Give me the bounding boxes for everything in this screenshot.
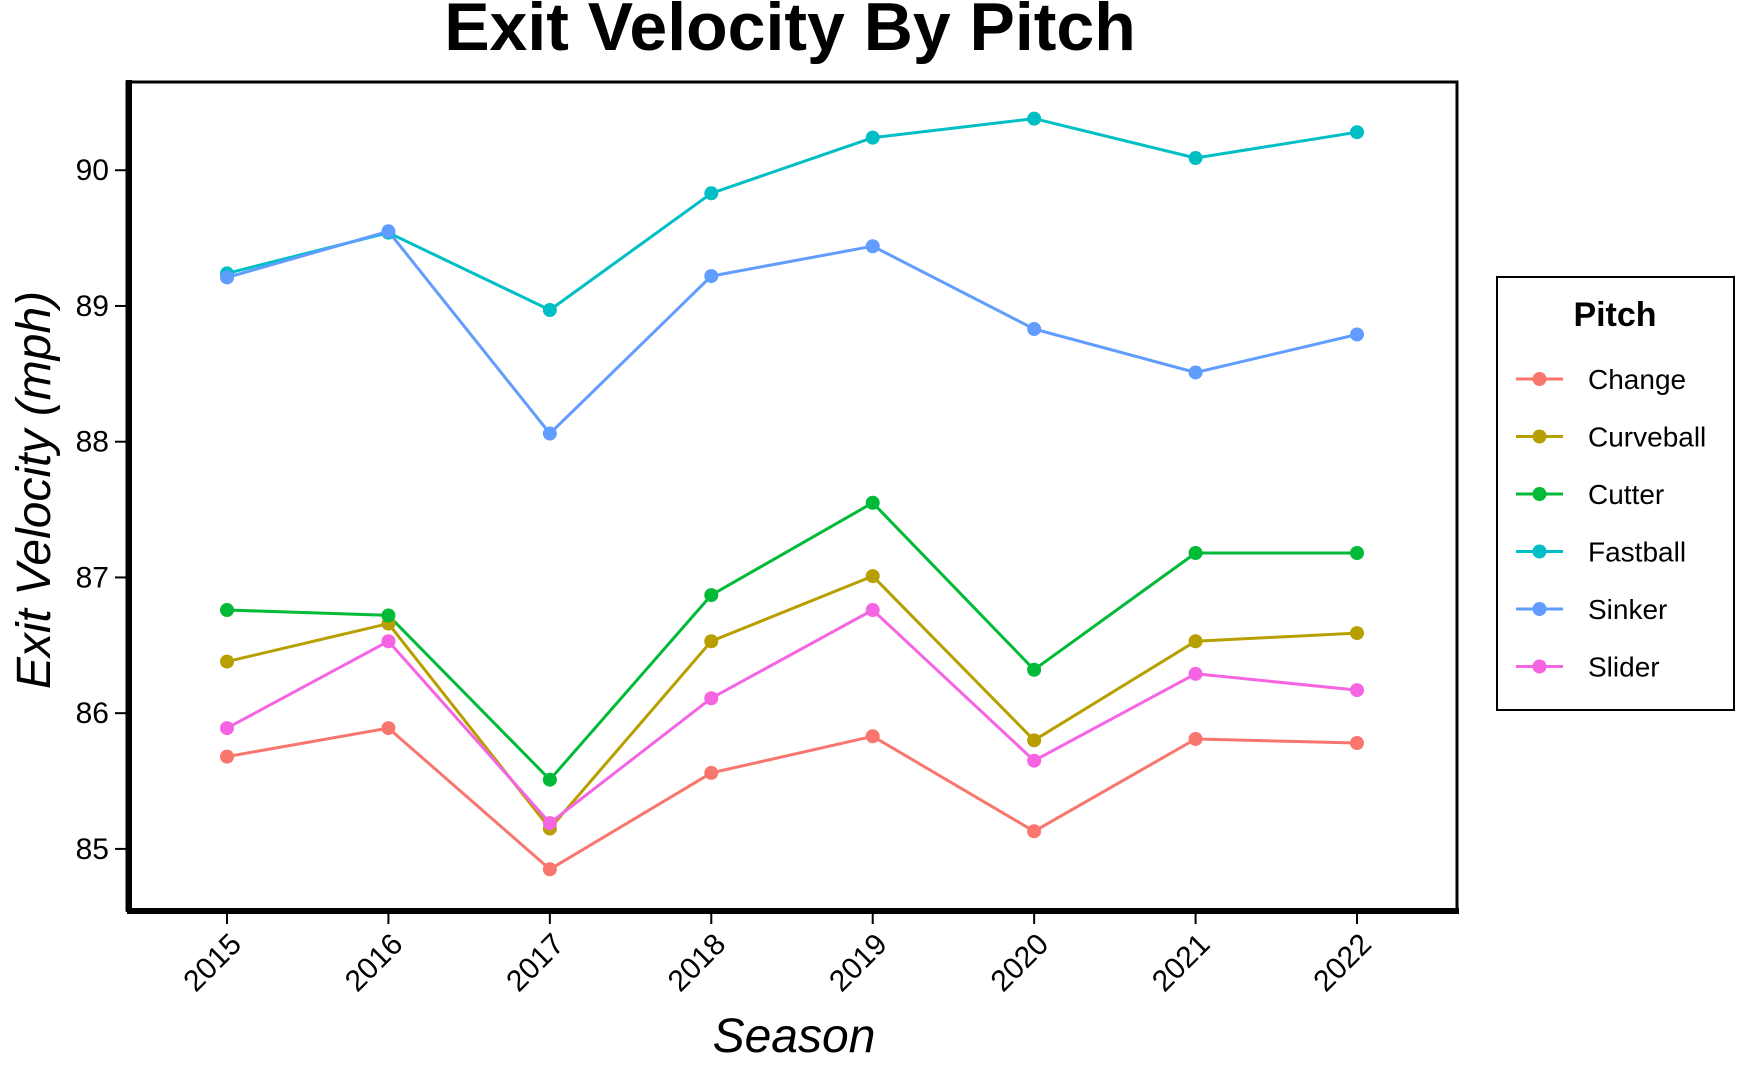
x-tick-label: 2021 <box>1146 928 1217 999</box>
data-point-slider <box>542 816 557 831</box>
legend-label-cutter: Cutter <box>1588 479 1664 510</box>
data-point-slider <box>865 603 880 618</box>
data-point-change <box>542 862 557 877</box>
legend-item-curveball: Curveball <box>1516 422 1706 453</box>
data-point-slider <box>220 721 234 736</box>
data-point-slider <box>1027 753 1042 768</box>
y-axis-ticks: 85 86 87 88 89 90 <box>76 154 127 866</box>
series-line-curveball <box>226 574 1358 831</box>
x-tick-label: 2018 <box>662 928 733 999</box>
legend-marker-sinker <box>1532 602 1547 616</box>
x-axis-ticks: 2015 2016 2017 2018 2019 2020 2021 2022 <box>177 912 1378 998</box>
data-point-curveball <box>220 654 234 669</box>
data-point-change <box>381 721 396 736</box>
legend-item-cutter: Cutter <box>1516 479 1664 510</box>
data-point-change <box>1188 731 1203 746</box>
y-tick-label: 89 <box>76 290 109 323</box>
data-point-cutter <box>1188 546 1203 561</box>
data-point-curveball <box>704 634 719 649</box>
data-point-sinker <box>865 239 880 254</box>
data-point-change <box>1350 736 1364 751</box>
data-point-cutter <box>1027 662 1042 677</box>
legend-marker-fastball <box>1532 544 1547 559</box>
x-tick-label: 2017 <box>500 928 571 999</box>
data-point-fastball <box>1350 125 1364 140</box>
x-axis-title: Season <box>713 1010 876 1063</box>
data-point-change <box>704 765 719 780</box>
y-tick-label: 88 <box>76 426 109 459</box>
legend-items: Change Curveball Cutter Fastball Sinker Slide… <box>1516 364 1706 683</box>
legend-item-change: Change <box>1516 364 1686 395</box>
data-point-slider <box>381 634 396 649</box>
y-tick-label: 90 <box>76 154 109 187</box>
legend-marker-curveball <box>1532 429 1547 444</box>
legend-label-fastball: Fastball <box>1588 537 1686 568</box>
data-point-cutter <box>1350 546 1364 561</box>
data-point-sinker <box>542 426 557 441</box>
data-point-curveball <box>1188 634 1203 649</box>
data-point-curveball <box>865 569 880 584</box>
y-axis-title: Exit Velocity (mph) <box>8 291 61 689</box>
legend-label-sinker: Sinker <box>1588 594 1667 625</box>
legend-item-slider: Slider <box>1516 652 1660 683</box>
data-point-change <box>865 729 880 744</box>
series-line-fastball <box>226 117 1358 312</box>
legend-label-slider: Slider <box>1588 652 1660 683</box>
legend: Pitch Change Curveball Cutter Fastball Sinke… <box>1496 276 1735 711</box>
data-point-sinker <box>1188 365 1203 380</box>
data-point-fastball <box>704 186 719 201</box>
legend-marker-change <box>1532 372 1547 386</box>
legend-item-sinker: Sinker <box>1516 594 1667 625</box>
chart-title: Exit Velocity By Pitch <box>444 0 1136 65</box>
x-tick-label: 2016 <box>339 928 410 999</box>
legend-marker-slider <box>1532 659 1547 674</box>
data-point-sinker <box>381 224 396 239</box>
data-point-fastball <box>1188 151 1203 166</box>
data-point-sinker <box>1027 322 1042 337</box>
legend-label-curveball: Curveball <box>1588 422 1706 453</box>
data-point-curveball <box>1350 626 1364 641</box>
data-point-change <box>1027 824 1042 839</box>
legend-label-change: Change <box>1588 364 1686 395</box>
series-line-cutter <box>226 501 1357 782</box>
data-point-fastball <box>1027 111 1042 126</box>
data-point-curveball <box>1027 733 1042 748</box>
series-points <box>220 111 1364 877</box>
x-tick-label: 2022 <box>1307 928 1378 999</box>
data-point-sinker <box>1350 327 1364 342</box>
data-point-cutter <box>381 608 396 623</box>
series-line-change <box>226 726 1358 871</box>
legend-item-fastball: Fastball <box>1516 537 1686 568</box>
data-point-cutter <box>220 603 234 618</box>
y-tick-label: 87 <box>76 561 109 594</box>
data-point-change <box>220 749 234 764</box>
data-point-slider <box>704 691 719 706</box>
x-tick-label: 2020 <box>985 928 1056 999</box>
data-point-cutter <box>542 772 557 787</box>
data-point-fastball <box>865 130 880 145</box>
data-point-sinker <box>704 269 719 284</box>
x-tick-label: 2015 <box>177 928 248 999</box>
series-line-slider <box>226 608 1358 825</box>
data-point-cutter <box>865 495 880 510</box>
x-tick-label: 2019 <box>823 928 894 999</box>
data-point-slider <box>1188 666 1203 681</box>
data-point-sinker <box>220 270 234 285</box>
y-tick-label: 86 <box>76 697 109 730</box>
data-point-cutter <box>704 588 719 603</box>
legend-title: Pitch <box>1573 296 1656 334</box>
series-line-sinker <box>226 229 1358 436</box>
y-tick-label: 85 <box>76 833 109 866</box>
plot-panel-border <box>125 80 1459 912</box>
data-point-fastball <box>542 303 557 318</box>
data-point-slider <box>1350 683 1364 698</box>
series-lines <box>226 117 1358 871</box>
legend-marker-cutter <box>1532 487 1547 501</box>
